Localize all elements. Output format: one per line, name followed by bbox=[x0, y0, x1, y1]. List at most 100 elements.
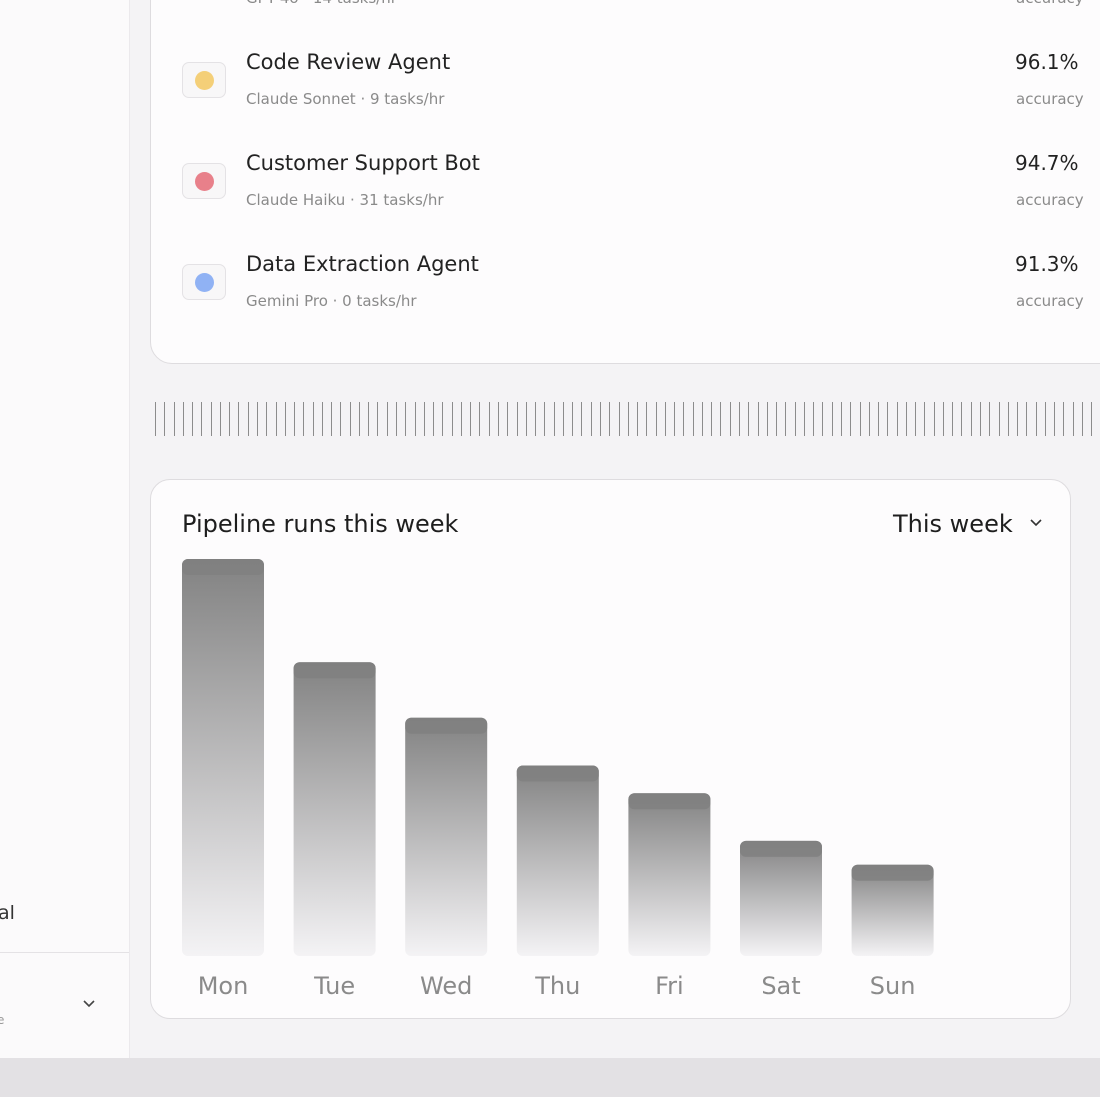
tick bbox=[831, 402, 833, 436]
chevron[interactable] bbox=[1030, 519, 1042, 527]
bar bbox=[405, 717, 488, 956]
status-dot bbox=[195, 273, 214, 292]
tick bbox=[998, 402, 1000, 436]
tick bbox=[1044, 402, 1046, 436]
x-tick-label: Mon bbox=[198, 972, 249, 1000]
tick bbox=[1063, 402, 1065, 436]
agent-value: 96.1% bbox=[1015, 50, 1079, 74]
tick bbox=[164, 402, 166, 436]
tick bbox=[368, 402, 370, 436]
footer bbox=[0, 1058, 1100, 1097]
tick bbox=[646, 402, 648, 436]
tick bbox=[1017, 402, 1019, 436]
tick bbox=[776, 402, 778, 436]
nav-item[interactable]: al bbox=[0, 902, 15, 924]
tick bbox=[433, 402, 435, 436]
tick bbox=[850, 402, 852, 436]
tick bbox=[609, 402, 611, 436]
agent-icon bbox=[182, 264, 226, 300]
x-tick-label: Thu bbox=[534, 972, 580, 1000]
agent-name[interactable]: Customer Support Bot bbox=[246, 151, 480, 175]
tick bbox=[887, 402, 889, 436]
tick bbox=[766, 402, 768, 436]
tick bbox=[729, 402, 731, 436]
tick bbox=[674, 402, 676, 436]
tick bbox=[1054, 402, 1056, 436]
tick bbox=[961, 402, 963, 436]
agent-name[interactable]: Code Review Agent bbox=[246, 50, 451, 74]
tick bbox=[544, 402, 546, 436]
chart-card: Pipeline runs this week This week Mon Tue… bbox=[150, 479, 1071, 1019]
tick bbox=[173, 402, 175, 436]
tick bbox=[924, 402, 926, 436]
tick bbox=[247, 402, 249, 436]
bar bbox=[740, 840, 822, 956]
agent-value: 94.7% bbox=[1015, 151, 1079, 175]
tick bbox=[581, 402, 583, 436]
tick bbox=[321, 402, 323, 436]
status-dot bbox=[195, 71, 214, 90]
bar bbox=[516, 765, 599, 956]
agent-name[interactable]: Data Extraction Agent bbox=[246, 252, 479, 276]
chevron[interactable] bbox=[82, 999, 96, 1009]
tick bbox=[813, 402, 815, 436]
tick bbox=[980, 402, 982, 436]
tick bbox=[970, 402, 972, 436]
bar bbox=[628, 793, 711, 956]
bar-cap bbox=[740, 840, 822, 857]
tick bbox=[720, 402, 722, 436]
tick bbox=[664, 402, 666, 436]
tick bbox=[692, 402, 694, 436]
bar-cap bbox=[182, 559, 264, 575]
tick bbox=[266, 402, 268, 436]
tick bbox=[618, 402, 620, 436]
tick bbox=[794, 402, 796, 436]
tick bbox=[507, 402, 509, 436]
tick bbox=[739, 402, 740, 436]
tick bbox=[488, 402, 490, 436]
tick bbox=[803, 402, 805, 436]
tick bbox=[822, 402, 824, 436]
tick bbox=[470, 402, 472, 436]
bar-cap bbox=[405, 717, 488, 734]
metric-label: accuracy bbox=[1016, 292, 1084, 310]
tick bbox=[256, 402, 258, 436]
tick bbox=[590, 402, 592, 436]
agent-icon bbox=[182, 62, 226, 98]
tick bbox=[201, 402, 203, 436]
bar bbox=[851, 864, 934, 956]
tick bbox=[785, 402, 787, 436]
range-selector[interactable]: This week bbox=[892, 510, 1013, 538]
tick bbox=[294, 402, 296, 436]
dropdown-caption: e bbox=[0, 1013, 4, 1027]
tick bbox=[599, 402, 601, 436]
tick bbox=[479, 402, 481, 436]
tick bbox=[840, 402, 842, 436]
tick bbox=[553, 402, 555, 436]
tick bbox=[349, 402, 351, 436]
tick bbox=[275, 402, 277, 436]
tick bbox=[535, 402, 537, 436]
x-tick-label: Wed bbox=[420, 972, 472, 1000]
chart: Pipeline runs this week This week Mon Tue… bbox=[182, 510, 1042, 1000]
tick bbox=[516, 402, 518, 436]
tick bbox=[210, 402, 212, 436]
bar-cap bbox=[628, 793, 711, 810]
tick bbox=[386, 402, 388, 436]
tick bbox=[562, 402, 564, 436]
tick bbox=[701, 402, 703, 436]
tick bbox=[497, 402, 499, 436]
tick bbox=[451, 402, 453, 436]
tick bbox=[405, 402, 407, 436]
tick bbox=[284, 402, 286, 436]
tick bbox=[859, 402, 861, 436]
tick bbox=[358, 402, 360, 436]
chart-title: Pipeline runs this week bbox=[182, 510, 459, 538]
bar-cap bbox=[293, 662, 376, 679]
agent-subtitle: GPT-4o · 14 tasks/hr bbox=[246, 0, 397, 7]
bar bbox=[293, 662, 376, 956]
tick bbox=[460, 402, 462, 436]
tick bbox=[1091, 402, 1093, 436]
tick bbox=[711, 402, 713, 436]
